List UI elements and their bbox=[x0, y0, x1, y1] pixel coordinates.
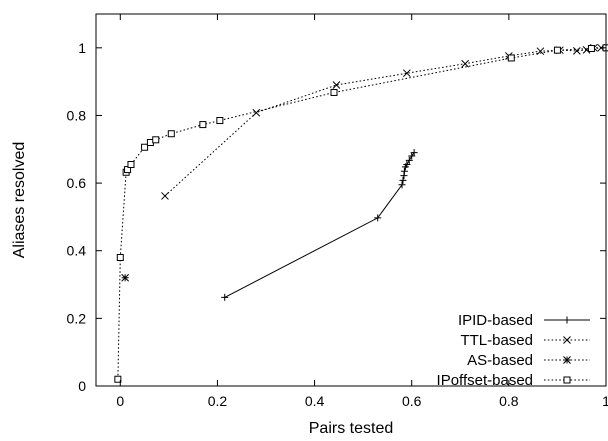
ipoffset-based-point bbox=[152, 136, 160, 144]
ipoffset-based-point bbox=[587, 44, 595, 52]
plot-frame bbox=[95, 13, 607, 387]
ipoffset-based-point bbox=[127, 160, 135, 168]
ttl-based-series bbox=[161, 43, 605, 200]
ipoffset-based-point bbox=[116, 253, 124, 261]
ttl-based-point bbox=[461, 59, 469, 68]
ttl-based-point bbox=[161, 192, 169, 200]
y-tick-label: 0.8 bbox=[67, 107, 87, 123]
legend-marker-ipid-based bbox=[563, 316, 571, 324]
ipoffset-based-point bbox=[553, 46, 561, 54]
ipoffset-based-point bbox=[330, 88, 338, 96]
legend: IPID-based TTL-based AS-based IPoffset-base… bbox=[437, 312, 590, 389]
y-axis-title: Aliases resolved bbox=[11, 142, 28, 259]
legend-label-ttl-based: TTL-based bbox=[460, 332, 533, 349]
ipoffset-based-point bbox=[199, 121, 207, 129]
ipoffset-based-point bbox=[114, 375, 122, 383]
plot-area bbox=[114, 43, 608, 383]
ipoffset-based-line bbox=[117, 47, 607, 380]
ipid-based-series bbox=[221, 149, 418, 301]
ipid-based-line bbox=[224, 152, 415, 298]
ipoffset-based-point bbox=[507, 54, 515, 62]
ttl-based-point bbox=[332, 81, 341, 89]
legend-marker-ipoffset-based bbox=[563, 376, 571, 384]
x-axis-title: Pairs tested bbox=[309, 420, 393, 437]
ipid-based-point bbox=[400, 167, 408, 175]
ipoffset-based-point bbox=[216, 117, 224, 125]
ttl-based-point bbox=[252, 108, 261, 117]
legend-marker-as-based bbox=[563, 356, 571, 364]
ipid-based-point bbox=[374, 214, 382, 222]
y-tick-label: 1 bbox=[78, 40, 86, 56]
ipid-based-point bbox=[410, 149, 418, 157]
legend-marker-ttl-based bbox=[563, 336, 571, 344]
ipid-based-point bbox=[403, 160, 411, 168]
ttl-based-line bbox=[164, 47, 602, 197]
y-tick-label: 0 bbox=[78, 378, 86, 394]
ipid-based-point bbox=[398, 181, 406, 189]
y-tick-label: 0.2 bbox=[67, 310, 87, 326]
x-tick-label: 0.8 bbox=[499, 393, 519, 409]
ttl-based-point bbox=[536, 47, 545, 56]
x-tick-label: 0.2 bbox=[208, 393, 228, 409]
ipoffset-based-point bbox=[141, 143, 149, 151]
axis-ticks: 0 0.2 0.4 0.6 0.8 1 0 0.2 0.4 0.6 0.8 1 bbox=[67, 14, 608, 409]
legend-label-ipid-based: IPID-based bbox=[458, 312, 533, 329]
as-based-series bbox=[121, 273, 129, 282]
y-tick-label: 0.6 bbox=[67, 175, 87, 191]
x-tick-label: 0 bbox=[116, 393, 124, 409]
x-tick-label: 1 bbox=[602, 393, 608, 409]
as-based-point bbox=[121, 273, 129, 282]
ipid-based-point bbox=[399, 176, 407, 184]
x-tick-label: 0.4 bbox=[305, 393, 325, 409]
x-tick-label: 0.6 bbox=[402, 393, 422, 409]
ttl-based-point bbox=[403, 69, 411, 78]
ipid-based-point bbox=[221, 293, 229, 301]
legend-label-ipoffset-based: IPoffset-based bbox=[437, 372, 533, 389]
ttl-based-point bbox=[573, 47, 581, 55]
ipoffset-based-point bbox=[167, 130, 175, 138]
ipoffset-based-series bbox=[114, 44, 608, 383]
ipid-based-point bbox=[405, 156, 413, 164]
y-tick-label: 0.4 bbox=[67, 243, 87, 259]
legend-label-as-based: AS-based bbox=[467, 352, 533, 369]
